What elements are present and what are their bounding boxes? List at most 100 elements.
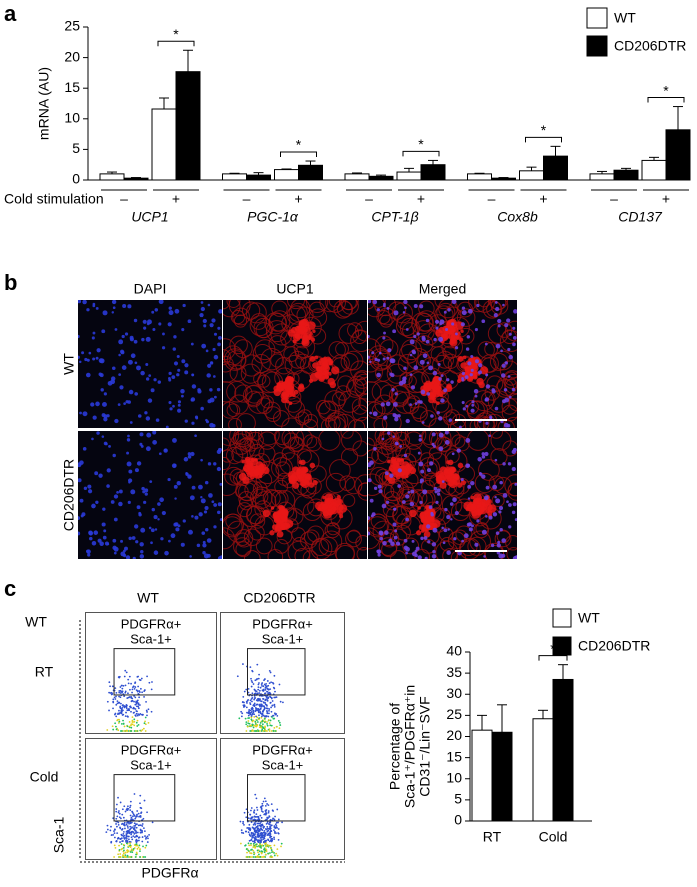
flow-event <box>118 824 120 826</box>
y-tick-label: 35 <box>446 664 462 680</box>
y-tick-label: 15 <box>446 748 462 764</box>
nucleus <box>411 385 415 389</box>
nucleus <box>413 365 418 370</box>
nucleus <box>414 304 418 308</box>
nucleus <box>88 531 93 536</box>
flow-event <box>275 823 277 825</box>
nucleus <box>124 547 128 551</box>
flow-event <box>254 839 256 841</box>
flow-event <box>248 824 250 826</box>
nucleus <box>446 378 449 381</box>
y-axis-label: CD31⁻/Lin⁻SVF <box>417 696 433 796</box>
flow-event <box>128 850 130 852</box>
nucleus <box>492 485 497 490</box>
ucp1-signal <box>330 360 334 364</box>
nucleus <box>92 541 97 546</box>
gate-label: PDGFRα+ <box>252 616 313 631</box>
flow-event <box>254 833 256 835</box>
nucleus <box>393 402 398 407</box>
flow-event <box>257 721 259 723</box>
nucleus <box>500 528 503 531</box>
flow-event <box>271 851 273 853</box>
flow-event <box>105 831 107 833</box>
flow-event <box>130 856 132 858</box>
ucp1-signal <box>449 333 456 340</box>
ucp1-signal <box>461 330 464 333</box>
flow-event <box>254 852 256 854</box>
nucleus <box>143 501 146 504</box>
flow-event <box>244 691 246 693</box>
nucleus <box>422 489 427 494</box>
flow-event <box>254 730 256 732</box>
nucleus <box>486 384 490 388</box>
significance-label: * <box>541 122 547 138</box>
ucp1-signal <box>433 382 441 390</box>
flow-event <box>134 697 136 699</box>
nucleus <box>126 555 130 559</box>
flow-event <box>273 727 275 729</box>
flow-event <box>244 845 246 847</box>
nucleus <box>158 322 161 325</box>
nucleus <box>371 514 374 517</box>
nucleus <box>494 313 498 317</box>
ucp1-signal <box>271 506 274 509</box>
flow-event <box>255 836 257 838</box>
flow-event <box>268 812 270 814</box>
flow-event <box>129 842 131 844</box>
flow-event <box>127 840 129 842</box>
nucleus <box>201 531 205 535</box>
bar <box>468 174 492 180</box>
nucleus <box>421 390 426 395</box>
nucleus <box>164 449 167 452</box>
flow-event <box>130 683 132 685</box>
nucleus <box>139 542 143 546</box>
micrograph <box>215 291 377 438</box>
group-label: CPT-1β <box>371 209 418 225</box>
flow-event <box>143 728 145 730</box>
nucleus <box>181 359 185 363</box>
flow-event <box>262 705 264 707</box>
nucleus <box>103 536 107 540</box>
nucleus <box>145 492 148 495</box>
nucleus <box>93 415 97 419</box>
flow-event <box>253 716 255 718</box>
ucp1-signal <box>288 471 297 480</box>
nucleus <box>208 462 211 465</box>
nucleus <box>467 335 470 338</box>
nucleus <box>208 493 213 498</box>
bar <box>666 130 690 180</box>
flow-event <box>136 722 138 724</box>
nucleus <box>100 373 104 377</box>
x-tick-label: – <box>488 191 496 207</box>
flow-event <box>129 689 131 691</box>
flow-event <box>263 832 265 834</box>
flow-event <box>248 817 250 819</box>
flow-event <box>246 730 248 732</box>
legend-label: CD206DTR <box>614 38 686 54</box>
flow-event <box>267 696 269 698</box>
bar <box>520 171 544 180</box>
column-label: UCP1 <box>276 281 314 297</box>
flow-event <box>119 827 121 829</box>
flow-event <box>264 851 266 853</box>
nucleus <box>515 518 518 521</box>
nucleus <box>470 481 474 485</box>
nucleus <box>87 485 91 489</box>
y-tick-label: 5 <box>454 791 462 807</box>
nucleus <box>475 359 479 363</box>
flow-event <box>249 712 251 714</box>
flow-event <box>135 856 137 858</box>
x-tick-label: + <box>417 191 425 207</box>
flow-event <box>256 664 258 666</box>
flow-event <box>264 727 266 729</box>
flow-event <box>248 850 250 852</box>
flow-event <box>263 698 265 700</box>
nucleus <box>493 512 497 516</box>
flow-event <box>108 710 110 712</box>
y-tick-label: 25 <box>446 706 462 722</box>
nucleus <box>166 426 169 429</box>
ucp1-signal <box>323 362 327 366</box>
nucleus <box>376 373 381 378</box>
flow-event <box>133 707 135 709</box>
nucleus <box>393 310 398 315</box>
